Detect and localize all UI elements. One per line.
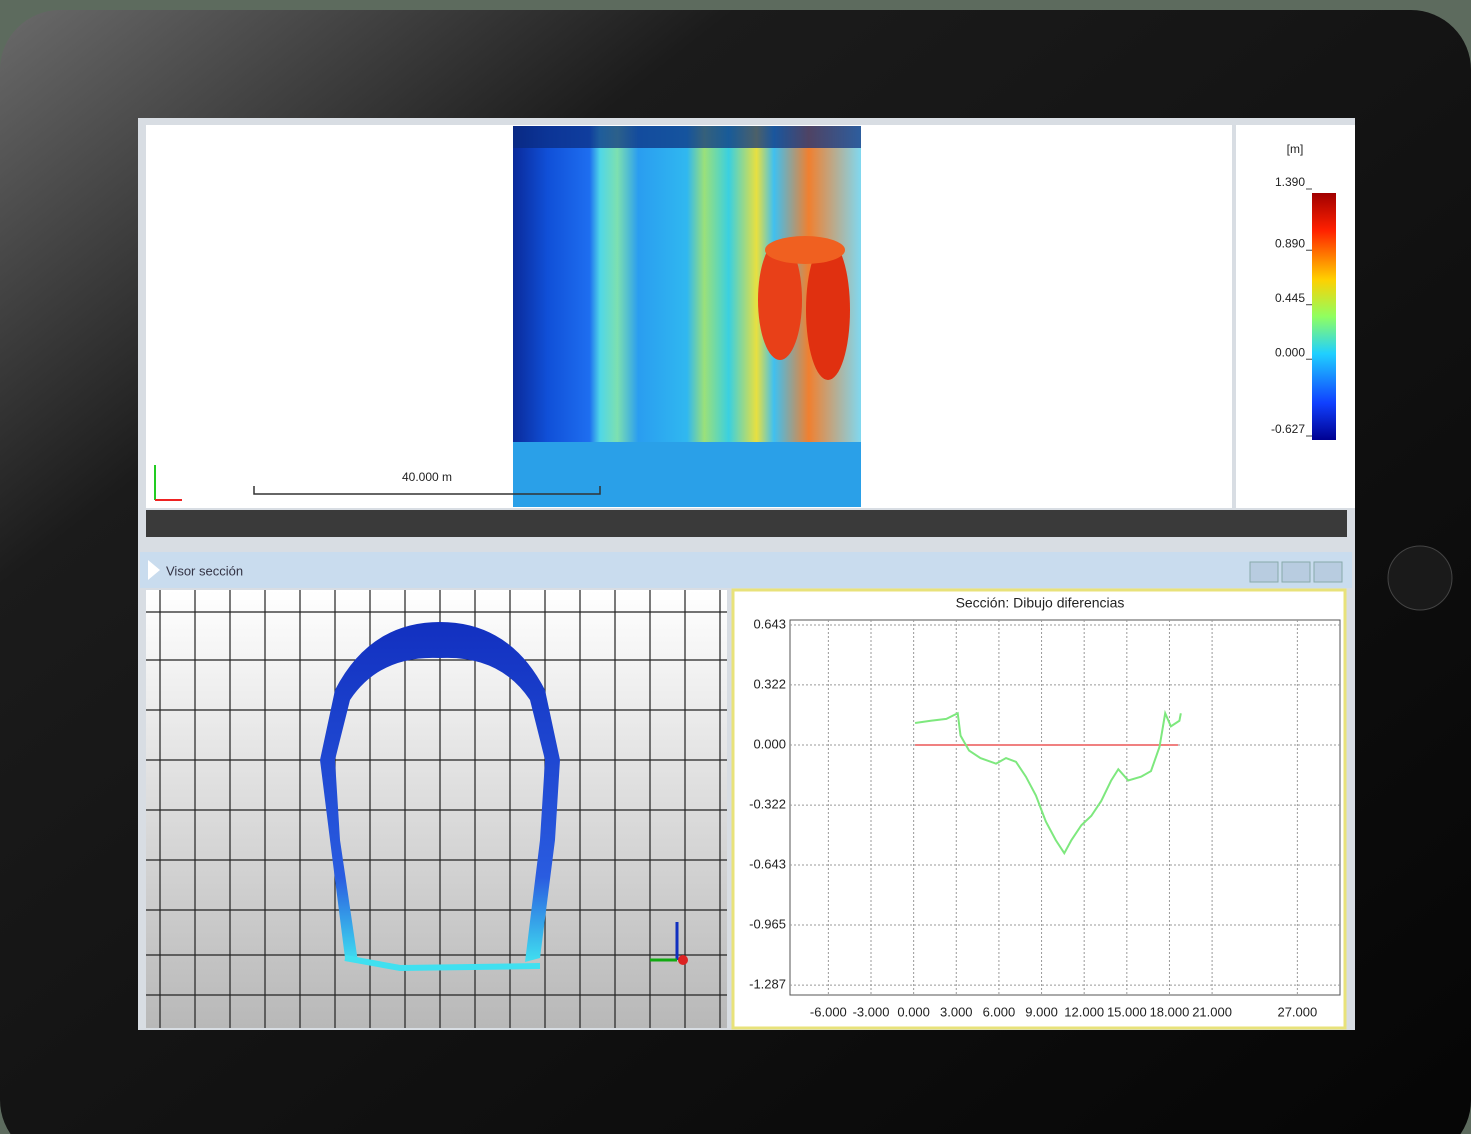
- minimize-button[interactable]: [1250, 562, 1278, 582]
- status-bar: [146, 510, 1347, 537]
- scale-bar-label: 40.000 m: [402, 470, 452, 484]
- y-tick-label: -0.643: [749, 856, 786, 871]
- y-tick-label: 0.000: [753, 736, 786, 751]
- y-tick-label: 0.643: [753, 616, 786, 631]
- screen: 40.000 m [m] Visor sección Sección: Dibu…: [0, 0, 1471, 1134]
- axis-x-icon: [678, 955, 688, 965]
- x-tick-label: 15.000: [1107, 1004, 1147, 1019]
- maximize-button[interactable]: [1282, 562, 1310, 582]
- heatmap-strip: [513, 442, 861, 507]
- x-tick-label: 12.000: [1064, 1004, 1104, 1019]
- x-tick-label: -3.000: [853, 1004, 890, 1019]
- colorbar-tick-label: 0.445: [1275, 291, 1305, 305]
- plot-area: [790, 620, 1340, 995]
- y-tick-label: -0.965: [749, 916, 786, 931]
- x-tick-label: -6.000: [810, 1004, 847, 1019]
- x-tick-label: 27.000: [1277, 1004, 1317, 1019]
- x-tick-label: 21.000: [1192, 1004, 1232, 1019]
- x-tick-label: 3.000: [940, 1004, 973, 1019]
- y-tick-label: -0.322: [749, 797, 786, 812]
- colorbar-tick-label: 0.000: [1275, 345, 1305, 359]
- window-title: Visor sección: [166, 563, 243, 578]
- x-tick-label: 9.000: [1025, 1004, 1058, 1019]
- y-tick-label: -1.287: [749, 977, 786, 992]
- page: {"colorbar": {"unit": "[m]", "lim": [-0.…: [0, 0, 1471, 1134]
- colorbar-unit: [m]: [1287, 142, 1304, 156]
- x-tick-label: 0.000: [897, 1004, 930, 1019]
- x-tick-label: 6.000: [983, 1004, 1016, 1019]
- colorbar: [1312, 193, 1336, 440]
- title-bar: [140, 552, 1352, 588]
- colorbar-tick-label: -0.627: [1271, 422, 1305, 436]
- close-button[interactable]: [1314, 562, 1342, 582]
- hot-spot: [765, 236, 845, 264]
- colorbar-tick-label: 1.390: [1275, 175, 1305, 189]
- home-button[interactable]: [1388, 546, 1452, 610]
- chart-title: Sección: Dibujo diferencias: [956, 595, 1125, 611]
- x-tick-label: 18.000: [1150, 1004, 1190, 1019]
- heatmap-edge: [513, 126, 861, 148]
- y-tick-label: 0.322: [753, 676, 786, 691]
- colorbar-tick-label: 0.890: [1275, 236, 1305, 250]
